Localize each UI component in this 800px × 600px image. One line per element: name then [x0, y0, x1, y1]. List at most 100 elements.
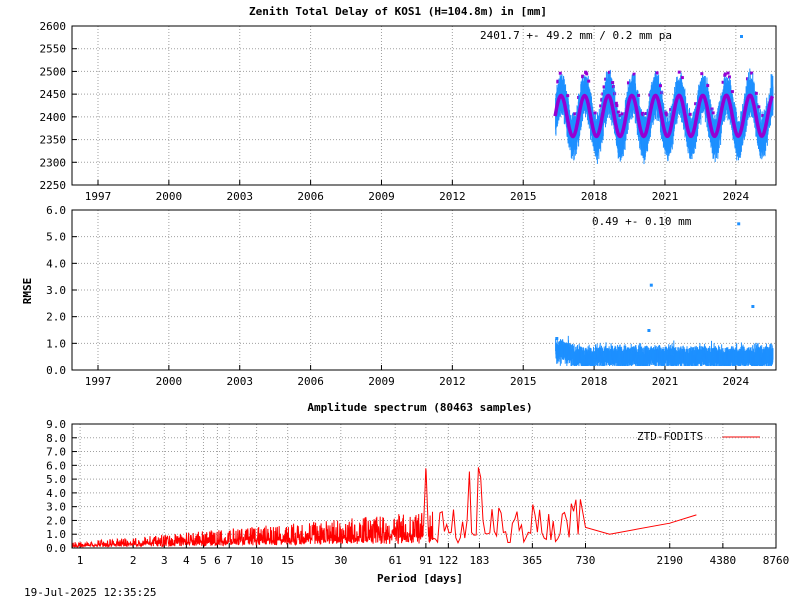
ztd-outlier [706, 84, 710, 88]
rmse-observation [571, 355, 573, 366]
panel2-ylabel: RMSE [21, 278, 34, 305]
ztd-outlier [727, 75, 731, 79]
rmse-observation [740, 342, 742, 358]
ztd-outlier [615, 104, 619, 108]
x-tick-label: 5 [200, 554, 207, 567]
rmse-observation [752, 345, 754, 360]
x-tick-label: 4 [183, 554, 190, 567]
y-tick-label: 6.0 [46, 459, 66, 472]
ztd-outlier [658, 84, 662, 88]
ztd-outlier [607, 70, 611, 74]
rmse-observation [705, 346, 707, 360]
x-tick-label: 2015 [510, 190, 537, 203]
ztd-outlier [750, 71, 754, 75]
ztd-outlier [726, 71, 730, 75]
x-tick-label: 8760 [763, 554, 790, 567]
y-tick-label: 2250 [40, 179, 67, 192]
rmse-observation [736, 343, 738, 357]
rmse-observation [757, 342, 759, 357]
ztd-outlier [644, 112, 648, 116]
ztd-model-curve [553, 93, 775, 139]
rmse-observation [635, 356, 637, 366]
x-tick-label: 183 [470, 554, 490, 567]
ztd-outlier [700, 72, 704, 76]
y-tick-label: 2.0 [46, 514, 66, 527]
y-tick-label: 2500 [40, 65, 67, 78]
ztd-outlier [587, 79, 591, 83]
x-tick-label: 91 [419, 554, 432, 567]
ztd-outlier [602, 85, 606, 89]
ztd-annotation-marker [740, 35, 743, 38]
ztd-outlier [599, 104, 603, 108]
rmse-observation [573, 344, 575, 358]
panel3-xlabel: Period [days] [377, 572, 463, 585]
rmse-panel: 1997 2000 2003 2006 2009 2012 2015 2018 2021 2024… [46, 204, 777, 388]
rmse-observation [671, 343, 673, 360]
x-tick-label: 30 [334, 554, 347, 567]
ztd-outlier [694, 102, 698, 106]
rmse-outlier [649, 283, 653, 287]
ztd-outlier [761, 114, 765, 118]
ztd-outlier [611, 85, 615, 89]
x-tick-label: 61 [389, 554, 402, 567]
rmse-observation [639, 347, 641, 360]
ztd-outlier [637, 93, 641, 97]
ztd-outlier [611, 81, 615, 85]
rmse-observation [757, 359, 759, 366]
x-tick-label: 2012 [439, 375, 466, 388]
y-tick-label: 0.0 [46, 364, 66, 377]
x-tick-label: 2000 [156, 375, 183, 388]
panel2-annotation: 0.49 +- 0.10 mm [592, 215, 692, 228]
x-tick-label: 6 [214, 554, 221, 567]
y-tick-label: 1.0 [46, 528, 66, 541]
x-tick-label: 2009 [368, 375, 395, 388]
ztd-outlier [632, 72, 636, 76]
ztd-outlier [585, 72, 589, 76]
x-tick-label: 2009 [368, 190, 395, 203]
y-tick-label: 5.0 [46, 473, 66, 486]
rmse-observation [619, 355, 621, 366]
rmse-observation [646, 345, 648, 358]
y-tick-label: 2550 [40, 43, 67, 56]
rmse-outlier [555, 337, 559, 340]
y-tick-label: 3.0 [46, 284, 66, 297]
ztd-outlier [614, 101, 618, 105]
rmse-observation [567, 340, 569, 354]
ztd-outlier [556, 79, 560, 83]
x-tick-label: 2006 [297, 375, 324, 388]
x-tick-label: 3 [161, 554, 168, 567]
x-tick-label: 15 [281, 554, 294, 567]
x-tick-label: 2 [130, 554, 137, 567]
rmse-observation [584, 348, 586, 361]
x-tick-label: 10 [250, 554, 263, 567]
x-tick-label: 2003 [226, 190, 253, 203]
rmse-observation [567, 351, 569, 364]
ztd-outlier [688, 112, 692, 116]
ztd-outlier [593, 111, 597, 115]
rmse-observation [713, 343, 715, 356]
rmse-observation [578, 356, 580, 366]
y-tick-label: 0.0 [46, 542, 66, 555]
ztd-outlier [620, 112, 624, 116]
rmse-observation [765, 354, 767, 366]
rmse-observation [560, 350, 562, 364]
plot-frame [71, 25, 777, 186]
ztd-outlier [723, 72, 727, 76]
x-tick-label: 7 [226, 554, 233, 567]
plot-frame [71, 423, 777, 549]
x-tick-label: 2021 [652, 190, 679, 203]
rmse-observation [707, 347, 709, 359]
rmse-observation [596, 343, 598, 357]
rmse-observation [673, 356, 675, 366]
rmse-observation [686, 346, 688, 360]
y-tick-label: 2.0 [46, 311, 66, 324]
rmse-observation [600, 345, 602, 357]
ztd-outlier [721, 80, 725, 84]
x-tick-label: 2000 [156, 190, 183, 203]
ztd-outlier [730, 90, 734, 94]
x-tick-label: 2021 [652, 375, 679, 388]
x-tick-label: 365 [522, 554, 542, 567]
x-tick-label: 2024 [723, 375, 750, 388]
ztd-outlier [655, 71, 659, 75]
